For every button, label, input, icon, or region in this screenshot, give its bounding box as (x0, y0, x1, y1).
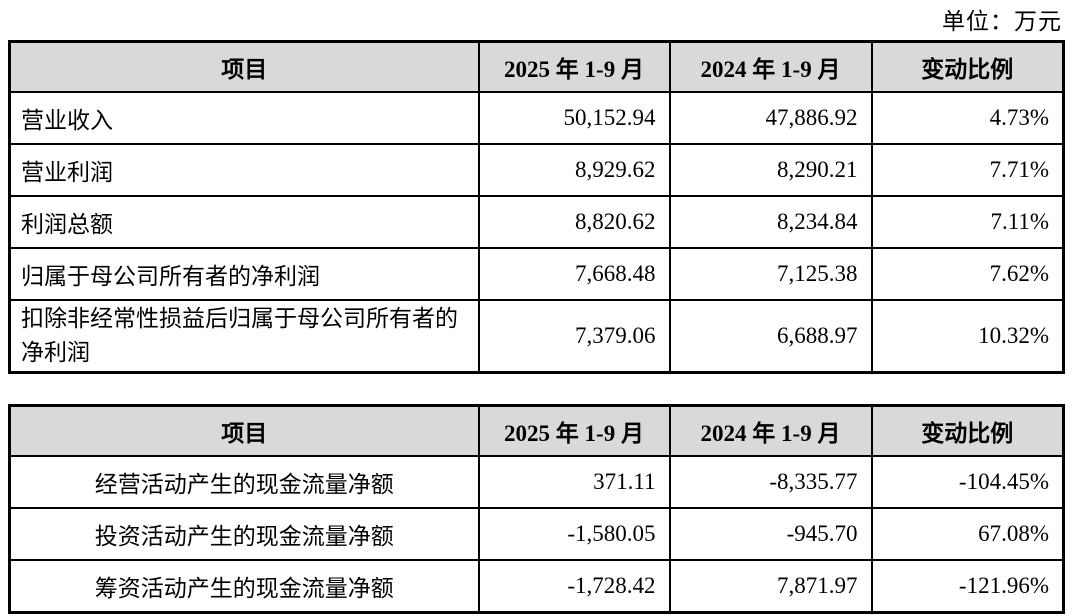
item-cell: 归属于母公司所有者的净利润 (8, 247, 480, 301)
value-cell-2024: 7,125.38 (668, 247, 873, 301)
cashflow-table-header-row: 项目 2025 年 1-9 月 2024 年 1-9 月 变动比例 (8, 404, 1065, 457)
change-cell: 7.71% (870, 143, 1065, 197)
value-cell-2024: 7,871.97 (668, 559, 873, 614)
value-cell-2024: 8,290.21 (668, 143, 873, 197)
value-cell-2024: 8,234.84 (668, 195, 873, 249)
change-cell: -121.96% (870, 559, 1065, 614)
value-cell-2025: 371.11 (477, 455, 671, 509)
cashflow-table: 项目 2025 年 1-9 月 2024 年 1-9 月 变动比例 经营活动产生… (8, 404, 1065, 614)
table-row: 营业利润 8,929.62 8,290.21 7.71% (8, 143, 1065, 197)
change-cell: 4.73% (870, 91, 1065, 145)
unit-label: 单位：万元 (942, 9, 1062, 34)
value-cell-2025: -1,580.05 (477, 507, 671, 561)
table-row: 投资活动产生的现金流量净额 -1,580.05 -945.70 67.08% (8, 507, 1065, 561)
header-cell-item: 项目 (8, 40, 480, 93)
value-cell-2025: 50,152.94 (477, 91, 671, 145)
header-cell-item: 项目 (8, 404, 480, 457)
item-cell: 经营活动产生的现金流量净额 (8, 455, 480, 509)
change-cell: -104.45% (870, 455, 1065, 509)
item-cell: 营业利润 (8, 143, 480, 197)
header-cell-2025: 2025 年 1-9 月 (477, 40, 671, 93)
profit-table: 项目 2025 年 1-9 月 2024 年 1-9 月 变动比例 营业收入 5… (8, 40, 1065, 374)
value-cell-2025: 8,820.62 (477, 195, 671, 249)
header-cell-change: 变动比例 (870, 404, 1065, 457)
table-row: 经营活动产生的现金流量净额 371.11 -8,335.77 -104.45% (8, 455, 1065, 509)
change-cell: 10.32% (870, 299, 1065, 374)
value-cell-2025: 7,379.06 (477, 299, 671, 374)
change-cell: 7.62% (870, 247, 1065, 301)
item-cell: 筹资活动产生的现金流量净额 (8, 559, 480, 614)
profit-table-header-row: 项目 2025 年 1-9 月 2024 年 1-9 月 变动比例 (8, 40, 1065, 93)
change-cell: 67.08% (870, 507, 1065, 561)
value-cell-2025: 8,929.62 (477, 143, 671, 197)
item-cell: 利润总额 (8, 195, 480, 249)
header-cell-change: 变动比例 (870, 40, 1065, 93)
value-cell-2024: 6,688.97 (668, 299, 873, 374)
change-cell: 7.11% (870, 195, 1065, 249)
table-row: 利润总额 8,820.62 8,234.84 7.11% (8, 195, 1065, 249)
item-cell: 投资活动产生的现金流量净额 (8, 507, 480, 561)
table-row: 扣除非经常性损益后归属于母公司所有者的净利润 7,379.06 6,688.97… (8, 299, 1065, 374)
value-cell-2024: 47,886.92 (668, 91, 873, 145)
header-cell-2025: 2025 年 1-9 月 (477, 404, 671, 457)
table-row: 归属于母公司所有者的净利润 7,668.48 7,125.38 7.62% (8, 247, 1065, 301)
header-cell-2024: 2024 年 1-9 月 (668, 40, 873, 93)
value-cell-2025: -1,728.42 (477, 559, 671, 614)
table-row: 筹资活动产生的现金流量净额 -1,728.42 7,871.97 -121.96… (8, 559, 1065, 614)
table-row: 营业收入 50,152.94 47,886.92 4.73% (8, 91, 1065, 145)
item-cell: 营业收入 (8, 91, 480, 145)
value-cell-2024: -945.70 (668, 507, 873, 561)
item-cell: 扣除非经常性损益后归属于母公司所有者的净利润 (8, 299, 480, 374)
value-cell-2024: -8,335.77 (668, 455, 873, 509)
header-cell-2024: 2024 年 1-9 月 (668, 404, 873, 457)
value-cell-2025: 7,668.48 (477, 247, 671, 301)
